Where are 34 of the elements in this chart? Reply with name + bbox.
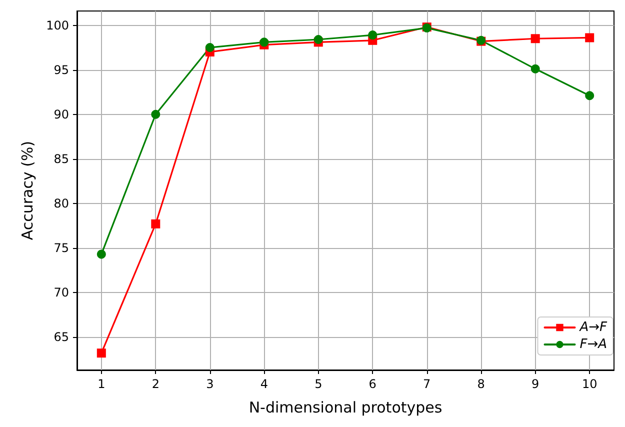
x-axis-title: N-dimensional prototypes — [248, 398, 442, 416]
legend-label: F→A — [580, 337, 607, 352]
point — [96, 250, 106, 259]
y-tick-label: 65 — [54, 330, 69, 344]
y-tick-label: 90 — [54, 107, 69, 122]
point — [585, 33, 594, 42]
x-tick-label: 9 — [532, 377, 540, 391]
point — [205, 43, 214, 52]
x-tick-label: 1 — [98, 377, 106, 391]
y-tick-label: 100 — [46, 18, 69, 32]
y-tick-label: 95 — [54, 62, 69, 77]
y-tick-label: 85 — [54, 152, 69, 166]
y-tick-label: 75 — [54, 240, 69, 255]
x-tick-label: 3 — [206, 377, 214, 391]
point — [530, 64, 540, 74]
y-tick-label: 70 — [54, 286, 69, 300]
point — [368, 30, 378, 40]
point — [96, 348, 106, 358]
x-tick-label: 10 — [582, 377, 598, 391]
point — [314, 35, 323, 44]
point — [530, 34, 540, 44]
x-tick-label: 5 — [314, 377, 322, 391]
legend-label: A→F — [578, 320, 608, 335]
point — [260, 38, 269, 47]
x-tick-label: 2 — [152, 377, 160, 391]
x-tick-label: 6 — [368, 377, 376, 391]
point — [151, 110, 160, 119]
x-tick-label: 4 — [260, 377, 268, 391]
point — [151, 219, 160, 228]
x-tick-label: 8 — [477, 377, 485, 391]
y-axis-title: Accuracy (%) — [18, 140, 36, 240]
y-tick-label: 80 — [54, 196, 69, 210]
x-tick-label: 7 — [423, 377, 431, 391]
point — [585, 91, 594, 100]
